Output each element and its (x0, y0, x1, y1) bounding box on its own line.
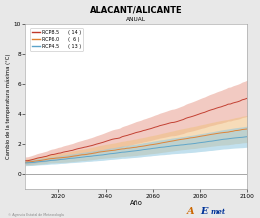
Y-axis label: Cambio de la temperatura máxima (°C): Cambio de la temperatura máxima (°C) (5, 54, 11, 159)
Text: met: met (211, 208, 226, 216)
Text: © Agencia Estatal de Meteorología: © Agencia Estatal de Meteorología (8, 213, 64, 217)
Text: E: E (200, 207, 207, 216)
X-axis label: Año: Año (130, 200, 143, 206)
Text: A: A (187, 207, 195, 216)
Legend: RCP8.5      ( 14 ), RCP6.0      (  6 ), RCP4.5      ( 13 ): RCP8.5 ( 14 ), RCP6.0 ( 6 ), RCP4.5 ( 13… (30, 28, 83, 51)
Text: ANUAL: ANUAL (126, 17, 146, 22)
Title: ALACANT/ALICANTE: ALACANT/ALICANTE (90, 5, 183, 15)
